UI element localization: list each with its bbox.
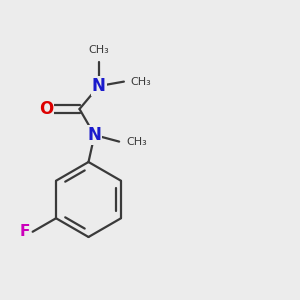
Text: N: N	[88, 126, 101, 144]
Text: O: O	[39, 100, 54, 118]
Text: CH₃: CH₃	[127, 136, 147, 147]
Text: F: F	[20, 224, 30, 239]
Text: CH₃: CH₃	[88, 44, 109, 55]
Text: CH₃: CH₃	[130, 76, 151, 87]
Text: N: N	[92, 77, 106, 95]
